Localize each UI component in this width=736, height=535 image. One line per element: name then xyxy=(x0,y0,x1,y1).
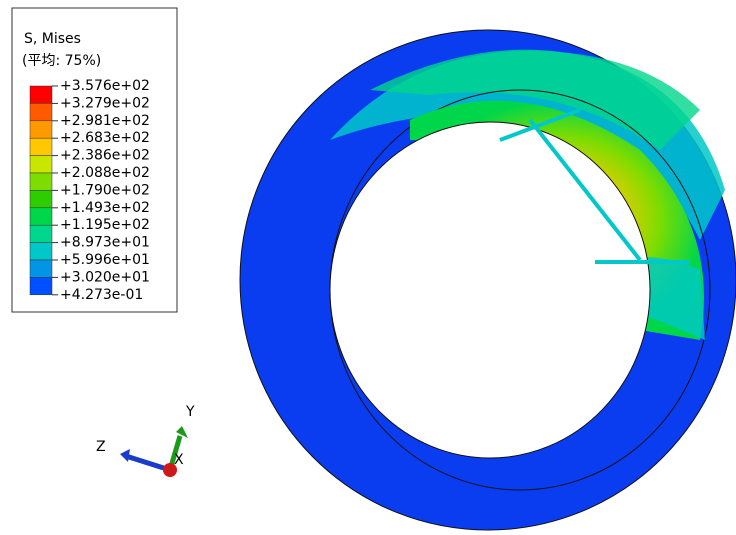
legend-label: +1.195e+02 xyxy=(60,217,150,233)
legend-label: +2.386e+02 xyxy=(60,148,150,164)
legend-label: +3.020e+01 xyxy=(60,269,150,285)
legend-label: +3.576e+02 xyxy=(60,78,150,94)
color-bar: +3.576e+02+3.279e+02 +2.981e+02+2.683e+02… xyxy=(29,78,150,303)
color-band xyxy=(29,155,53,174)
color-band xyxy=(29,137,53,156)
axis-label: Z xyxy=(96,439,106,455)
color-band xyxy=(29,85,53,104)
legend: S, Mises (平均: 75%) +3.576e+02+3.279e+02+… xyxy=(11,7,178,313)
axis-label: Y xyxy=(185,404,195,420)
color-band xyxy=(29,172,53,191)
color-band xyxy=(29,207,53,226)
color-band xyxy=(29,190,53,209)
color-band xyxy=(29,259,53,278)
color-band xyxy=(29,120,53,139)
legend-label: +3.279e+02 xyxy=(60,95,150,111)
legend-label: +2.088e+02 xyxy=(60,165,150,181)
color-band xyxy=(29,242,53,261)
legend-label: +1.493e+02 xyxy=(60,200,150,216)
color-band xyxy=(29,103,53,122)
legend-label: +8.973e+01 xyxy=(60,235,150,251)
triad: Y Z X xyxy=(96,404,195,477)
legend-subtitle: (平均: 75%) xyxy=(22,53,101,69)
model xyxy=(239,29,736,531)
color-band xyxy=(29,224,53,243)
legend-label: +5.996e+01 xyxy=(60,252,150,268)
legend-label: +2.981e+02 xyxy=(60,113,150,129)
legend-label: +1.790e+02 xyxy=(60,182,150,198)
legend-label: +2.683e+02 xyxy=(60,130,150,146)
legend-label: +4.273e-01 xyxy=(60,287,143,303)
legend-title: S, Mises xyxy=(24,31,81,47)
axis-label: X xyxy=(174,452,184,468)
color-band xyxy=(29,277,53,296)
